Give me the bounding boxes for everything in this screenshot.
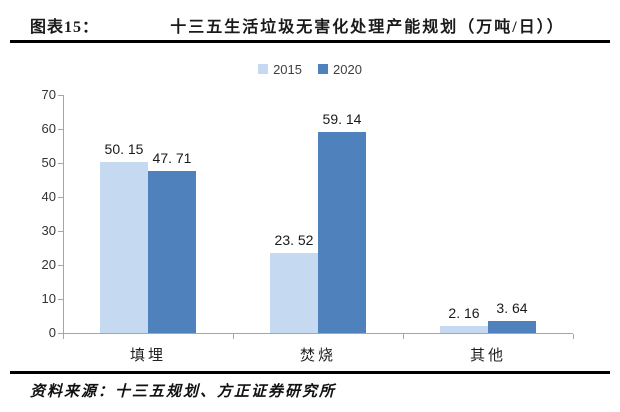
y-axis-tick — [58, 197, 63, 198]
chart-legend: 2015 2020 — [0, 60, 620, 78]
legend-item-2015: 2015 — [258, 62, 302, 77]
legend-item-2020: 2020 — [318, 62, 362, 77]
x-axis-tick — [573, 334, 574, 339]
y-axis-tick — [58, 163, 63, 164]
bar-2020-焚烧 — [318, 131, 366, 333]
bar-2015-其他 — [440, 325, 488, 333]
legend-label: 2015 — [273, 61, 302, 77]
x-axis-tick — [233, 334, 234, 339]
figure-label: 图表15： — [30, 19, 100, 36]
bar-value-label-2015-填埋: 50. 15 — [104, 141, 144, 158]
bar-2015-填埋 — [100, 162, 148, 333]
y-axis-tick-label: 30 — [41, 223, 56, 238]
bar-value-label-2015-焚烧: 23. 52 — [274, 232, 314, 249]
y-axis-tick — [58, 129, 63, 130]
y-axis-tick-label: 70 — [41, 87, 56, 102]
source-note: 资料来源：十三五规划、方正证券研究所 — [30, 384, 337, 400]
y-axis-tick — [58, 265, 63, 266]
y-axis-tick-label: 50 — [41, 155, 56, 170]
y-axis-tick — [58, 333, 63, 334]
x-axis-tick — [403, 334, 404, 339]
y-axis-tick-label: 10 — [41, 291, 56, 306]
x-axis-label-其他: 其他 — [469, 348, 506, 364]
y-axis-tick-label: 20 — [41, 257, 56, 272]
bar-value-label-2015-其他: 2. 16 — [448, 304, 480, 321]
bar-value-label-2020-填埋: 47. 71 — [152, 149, 192, 166]
page-title: 十三五生活垃圾无害化处理产能规划（万吨/日）） — [170, 19, 565, 36]
bar-2020-其他 — [488, 320, 536, 333]
y-axis-tick-label: 60 — [41, 121, 56, 136]
y-axis-tick-label: 0 — [48, 325, 56, 340]
y-axis-tick — [58, 95, 63, 96]
bar-2020-填埋 — [148, 170, 196, 333]
legend-label: 2020 — [333, 61, 362, 77]
bar-value-label-2020-焚烧: 59. 14 — [322, 110, 362, 127]
footer-divider — [10, 371, 610, 374]
x-axis-label-焚烧: 焚烧 — [299, 348, 336, 364]
legend-swatch-2015 — [258, 64, 269, 74]
legend-swatch-2020 — [318, 64, 328, 74]
header-divider — [10, 40, 610, 43]
y-axis — [63, 95, 64, 333]
bar-2015-焚烧 — [270, 253, 318, 333]
x-axis-label-填埋: 填埋 — [129, 348, 166, 364]
x-axis — [63, 333, 573, 334]
bar-value-label-2020-其他: 3. 64 — [496, 299, 528, 316]
y-axis-tick — [58, 299, 63, 300]
y-axis-tick-label: 40 — [41, 189, 56, 204]
x-axis-tick — [63, 334, 64, 339]
y-axis-tick — [58, 231, 63, 232]
